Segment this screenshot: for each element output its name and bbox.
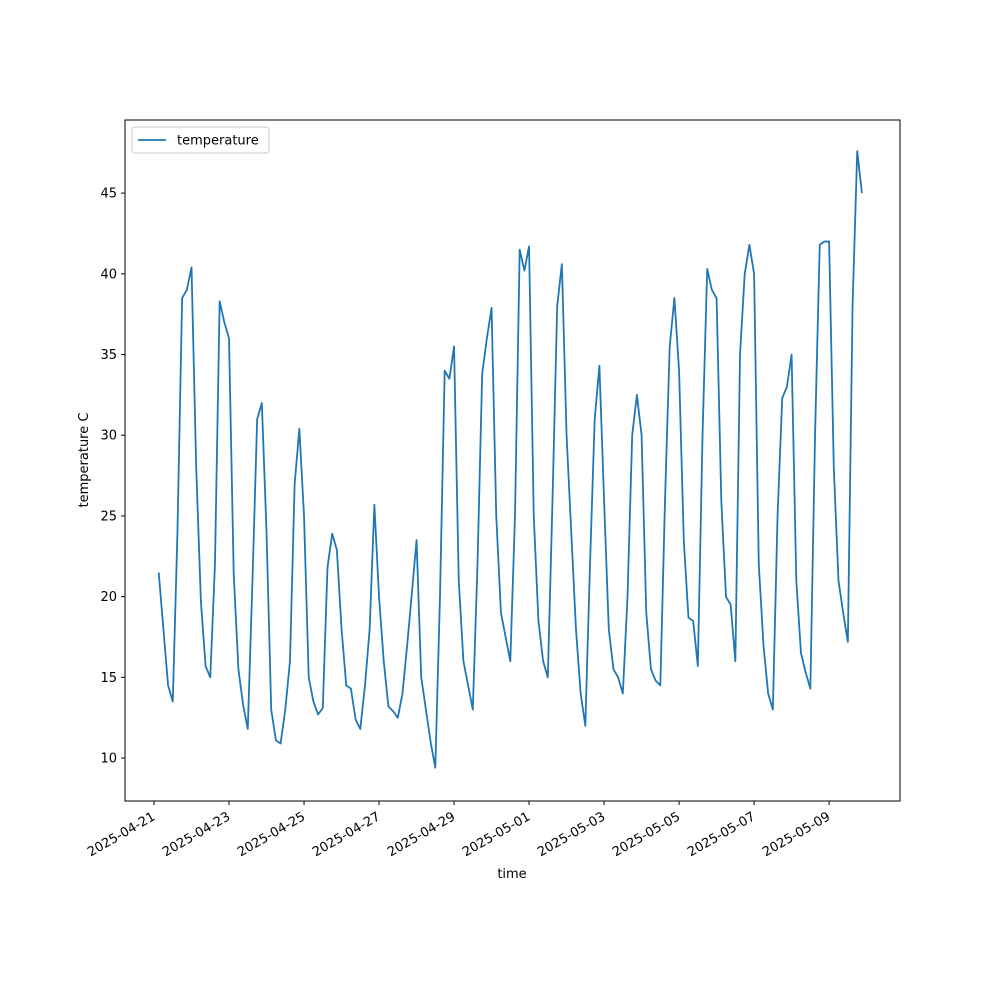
data-line	[157, 150, 863, 769]
y-tick-label: 45	[100, 187, 117, 202]
y-axis-label: temperature C	[77, 413, 92, 508]
y-tick-label: 35	[100, 348, 117, 363]
y-tick-label: 40	[100, 267, 117, 282]
plot-frame	[124, 119, 901, 802]
legend-box	[131, 126, 270, 154]
y-tick-label: 25	[100, 509, 117, 524]
x-tick-label: 2025-04-21	[85, 809, 158, 860]
x-axis-label: time	[497, 867, 526, 882]
y-tick-label: 30	[100, 429, 117, 444]
x-tick-label: 2025-04-23	[160, 809, 233, 860]
x-tick-label: 2025-05-09	[760, 809, 833, 860]
x-tick-label: 2025-04-25	[235, 809, 308, 860]
x-tick-label: 2025-05-05	[610, 809, 683, 860]
x-tick-label: 2025-04-27	[310, 809, 383, 860]
x-tick-label: 2025-05-03	[535, 809, 608, 860]
x-tick-label: 2025-05-01	[460, 809, 533, 860]
y-tick-label: 20	[100, 590, 117, 605]
x-tick-label: 2025-05-07	[685, 809, 758, 860]
y-tick-label: 15	[100, 671, 117, 686]
legend-label: temperature	[177, 134, 259, 149]
y-tick-label: 10	[100, 752, 117, 767]
x-tick-label: 2025-04-29	[385, 809, 458, 860]
